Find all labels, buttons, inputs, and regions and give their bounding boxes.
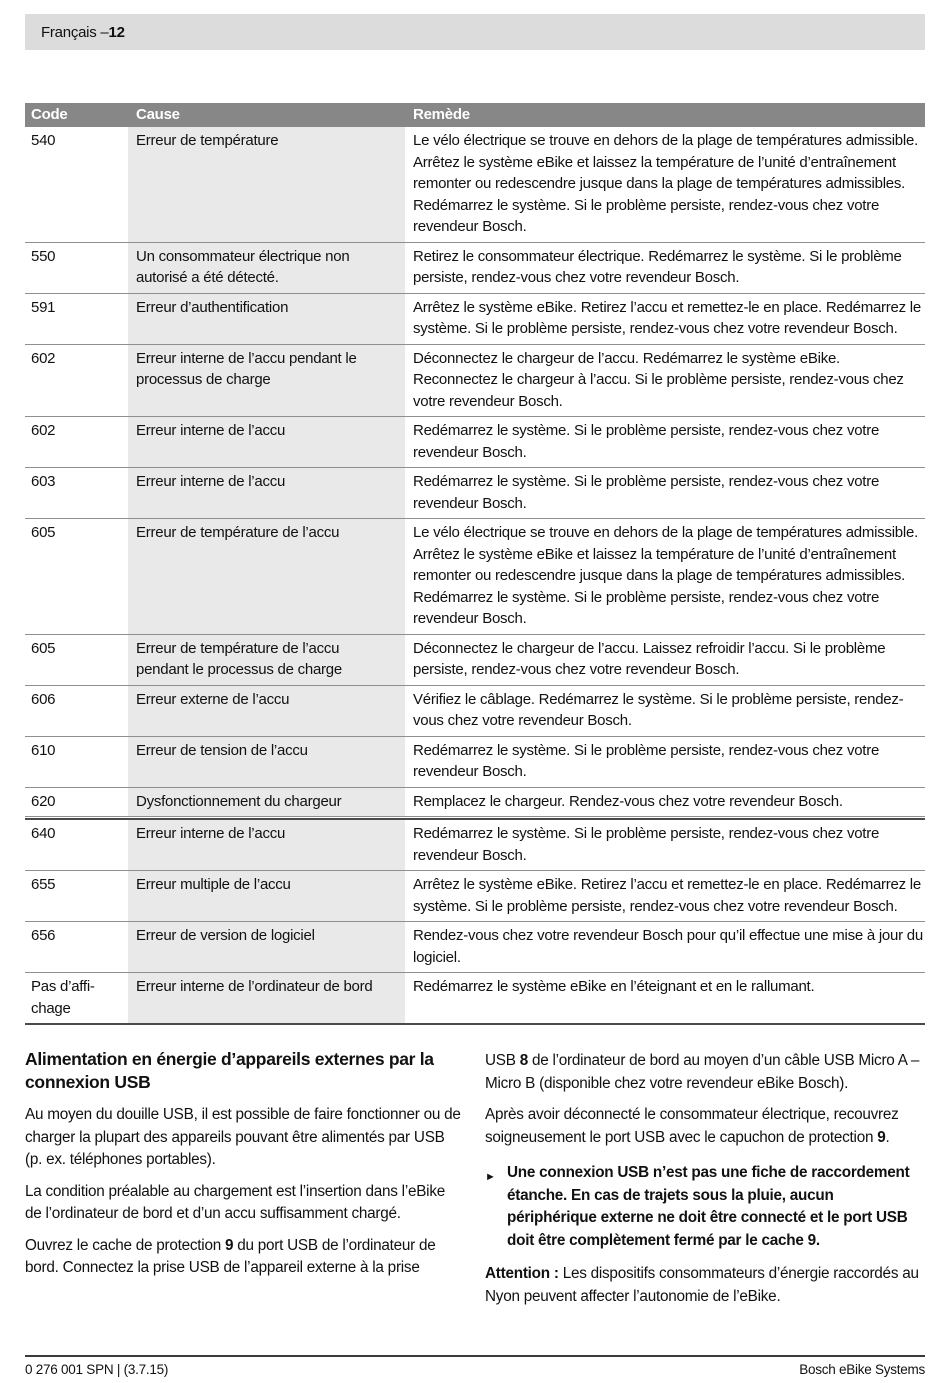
paragraph: Attention : Les dispositifs consommateur… [485,1265,919,1305]
brand-name: Bosch eBike Systems [799,1362,925,1377]
page-footer: 0 276 001 SPN | (3.7.15) Bosch eBike Sys… [25,1355,925,1377]
cell-remedy: Redémarrez le système. Si le problème pe… [413,473,880,512]
cell-remedy: Rendez-vous chez votre revendeur Bosch p… [413,927,923,966]
paragraph: Au moyen du douille USB, il est possible… [25,1106,461,1168]
cell-cause: Erreur interne de l’accu [128,820,405,870]
section-title: Alimentation en énergie d’appareils exte… [25,1049,434,1092]
cell-cause: Erreur interne de l’ordinateur de bord [128,973,405,1023]
cell-cause: Erreur interne de l’accu pendant le proc… [128,344,405,416]
cell-cause: Erreur de température de l’accu [128,519,405,634]
cell-code: 655 [31,876,56,893]
cell-cause: Un consommateur électrique non autorisé … [128,242,405,293]
cell-code: Pas d’affi-chage [31,978,95,1017]
error-code-table: Code Cause Remède 540 Erreur de températu… [25,103,925,1025]
right-paragraphs: USB 8 de l’ordinateur de bord au moyen d… [485,1050,925,1308]
cell-code: 605 [31,524,56,541]
left-paragraphs: Au moyen du douille USB, il est possible… [25,1104,465,1280]
page-number: 12 [108,23,125,41]
cell-code: 606 [31,690,56,708]
table-row: 602 Erreur interne de l’accu pendant le p… [25,344,925,417]
table-row: 656 Erreur de version de logiciel Rendez-v… [25,922,925,973]
cell-code: 602 [31,349,56,367]
table-row: 603 Erreur interne de l’accu Redémarrez le… [25,468,925,519]
cell-remedy: Vérifiez le câblage. Redémarrez le systè… [413,690,904,730]
paragraph: La condition préalable au chargement est… [25,1182,445,1223]
triangle-bullet-icon: ► [485,1171,496,1183]
cell-code: 550 [31,247,56,265]
cell-cause: Erreur interne de l’accu [128,417,405,467]
cell-remedy: Déconnectez le chargeur de l’accu. Laiss… [413,639,886,679]
cell-cause: Erreur de température [128,127,405,242]
cell-code: 591 [31,298,56,316]
left-column: Alimentation en énergie d’appareils exte… [25,1048,465,1317]
cell-remedy: Déconnectez le chargeur de l’accu. Redém… [413,349,904,410]
table-header-row: Code Cause Remède [25,103,925,127]
column-header-remedy: Remède [413,106,470,123]
cell-remedy: Redémarrez le système eBike en l’éteigna… [413,978,815,995]
table-row: 591 Erreur d’authentification Arrêtez le s… [25,293,925,345]
table-row: 655 Erreur multiple de l’accu Arrêtez le s… [25,871,925,922]
table-row: 605 Erreur de température de l’accu Le vél… [25,519,925,635]
table-row: 610 Erreur de tension de l’accu Redémarrez… [25,736,925,788]
cell-code: 656 [31,927,56,944]
cell-code: 602 [31,422,56,439]
cell-cause: Erreur d’authentification [128,293,405,344]
cell-remedy: Redémarrez le système. Si le problème pe… [413,422,880,461]
right-column: USB 8 de l’ordinateur de bord au moyen d… [485,1048,925,1317]
language-label: Français – [41,23,109,41]
warning-bullet: ► Une connexion USB n’est pas une fiche d… [485,1162,925,1252]
column-header-cause: Cause [136,106,180,123]
cell-cause: Erreur interne de l’accu [128,468,405,518]
table-row: 550 Un consommateur électrique non autori… [25,242,925,294]
table-body: 540 Erreur de température Le vélo électriq… [25,127,925,1025]
cell-code: 620 [31,792,56,810]
cell-code: 640 [31,825,56,842]
manual-page: Français – 12 Code Cause Remède 540 Erreu… [25,14,925,1377]
table-row: 606 Erreur externe de l’accu Vérifiez le c… [25,685,925,737]
column-header-code: Code [31,106,68,123]
cell-remedy: Redémarrez le système. Si le problème pe… [413,741,880,781]
cell-cause: Erreur multiple de l’accu [128,871,405,921]
cell-remedy: Le vélo électrique se trouve en dehors d… [413,132,918,235]
paragraph: USB 8 de l’ordinateur de bord au moyen d… [485,1052,920,1092]
cell-code: 605 [31,639,56,657]
table-row: 602 Erreur interne de l’accu Redémarrez le… [25,417,925,468]
cell-cause: Dysfonctionnement du chargeur [128,787,405,816]
paragraph: Après avoir déconnecté le consommateur é… [485,1106,899,1146]
usb-section: Alimentation en énergie d’appareils exte… [25,1048,925,1317]
document-number: 0 276 001 SPN | (3.7.15) [25,1362,169,1377]
cell-remedy: Arrêtez le système eBike. Retirez l’accu… [413,298,921,338]
table-row: Pas d’affi-chage Erreur interne de l’ordi… [25,973,925,1025]
table-row: 640 Erreur interne de l’accu Redémarrez le… [25,818,925,871]
cell-remedy: Le vélo électrique se trouve en dehors d… [413,524,918,627]
cell-code: 540 [31,132,56,149]
cell-cause: Erreur de température de l’accu pendant … [128,634,405,685]
cell-remedy: Redémarrez le système. Si le problème pe… [413,825,880,864]
cell-code: 610 [31,741,56,759]
cell-cause: Erreur de tension de l’accu [128,736,405,787]
table-row: 540 Erreur de température Le vélo électriq… [25,127,925,243]
cell-remedy: Remplacez le chargeur. Rendez-vous chez … [413,792,843,810]
table-row: 620 Dysfonctionnement du chargeur Remplace… [25,787,925,817]
cell-cause: Erreur externe de l’accu [128,685,405,736]
page-header-bar: Français – 12 [25,14,925,50]
paragraph: Ouvrez le cache de protection 9 du port … [25,1236,436,1277]
cell-cause: Erreur de version de logiciel [128,922,405,972]
bullet-text: Une connexion USB n’est pas une fiche de… [507,1164,910,1249]
cell-remedy: Retirez le consommateur électrique. Redé… [413,247,902,287]
cell-remedy: Arrêtez le système eBike. Retirez l’accu… [413,876,921,915]
cell-code: 603 [31,473,56,490]
table-row: 605 Erreur de température de l’accu penda… [25,634,925,686]
